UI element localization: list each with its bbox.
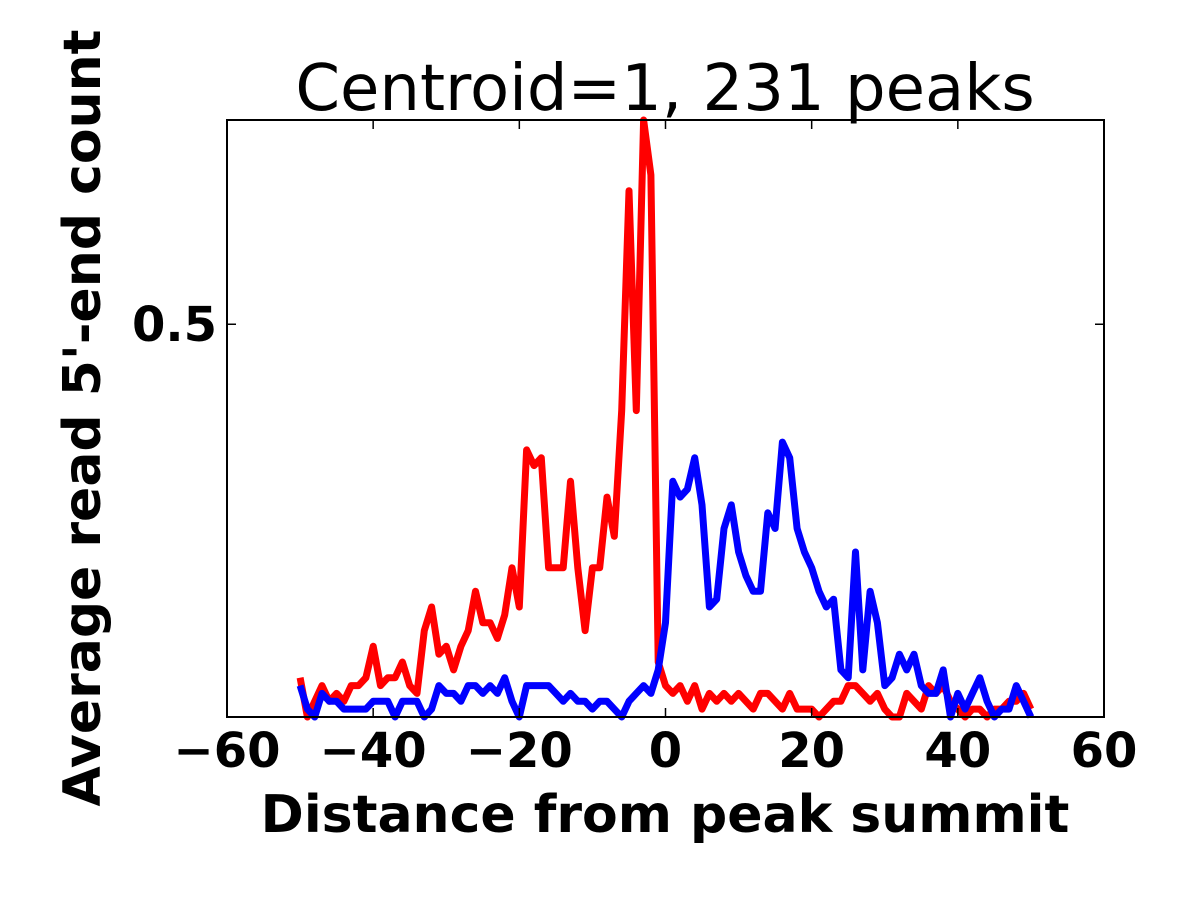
x-tick-label-2: −20 [466, 723, 573, 779]
x-axis-label: Distance from peak summit [261, 785, 1070, 845]
x-tick-label-3: 0 [649, 723, 682, 779]
x-tick-label-4: 20 [778, 723, 845, 779]
x-tick-label-0: −60 [173, 723, 280, 779]
x-tick-label-5: 40 [924, 723, 991, 779]
y-axis-label: Average read 5'-end count [53, 30, 113, 807]
plot-area [296, 116, 1035, 721]
x-axis: −60 −40 −20 0 20 40 60 [173, 120, 1137, 779]
y-tick-label-0: 0.5 [132, 297, 217, 353]
x-tick-label-6: 60 [1071, 723, 1138, 779]
series-line-2 [296, 438, 1035, 721]
y-axis: 0.5 [132, 297, 1104, 353]
series-line-1 [296, 116, 1035, 721]
chart-title: Centroid=1, 231 peaks [295, 52, 1034, 126]
x-tick-label-1: −40 [320, 723, 427, 779]
